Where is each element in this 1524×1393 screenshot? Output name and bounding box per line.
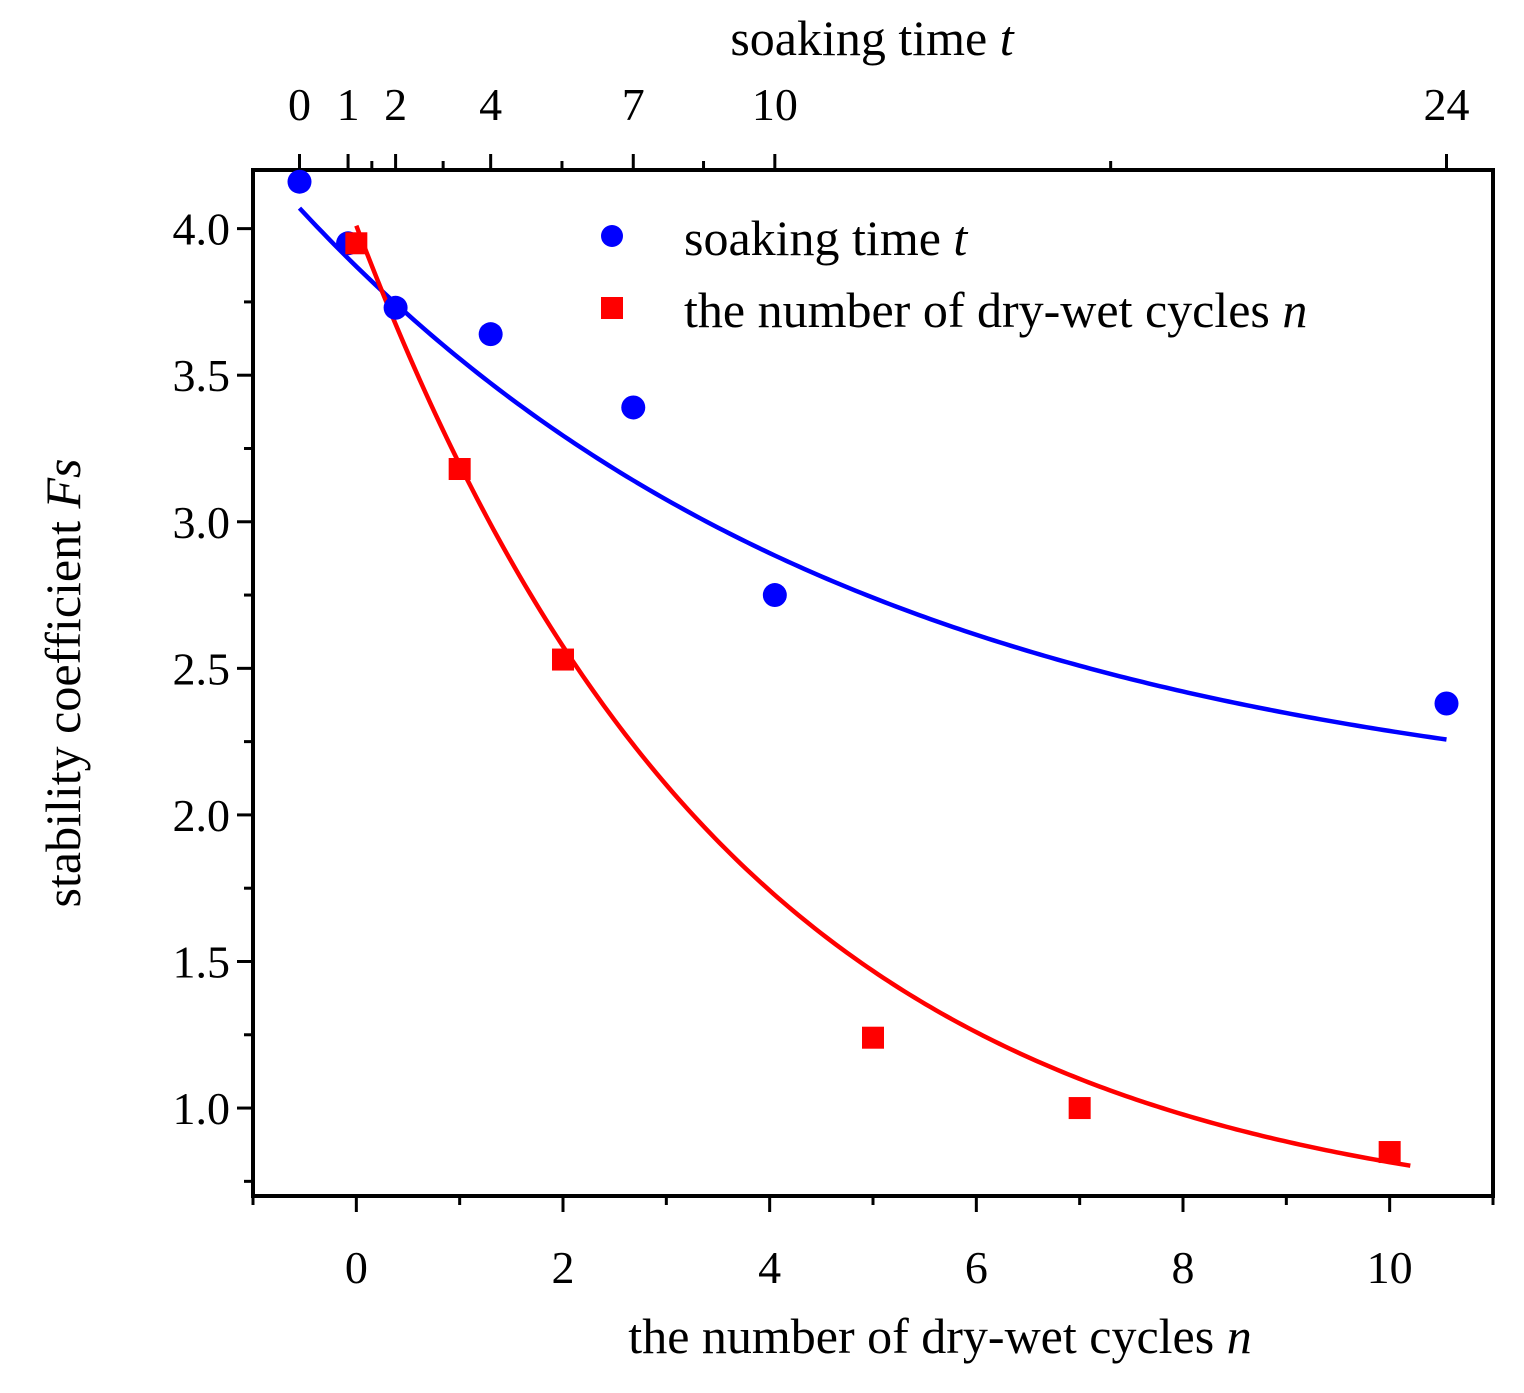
tick-marks — [237, 154, 1495, 1212]
x2-tick-label: 10 — [752, 79, 798, 130]
x2-tick-label: 4 — [479, 79, 502, 130]
x2-tick-label: 1 — [337, 79, 360, 130]
y-tick-label: 4.0 — [173, 204, 231, 255]
data-point-dry-wet-cycles — [1378, 1141, 1401, 1164]
fit-curves — [297, 206, 1447, 1168]
y-tick-label: 1.0 — [173, 1083, 231, 1134]
legend-label-dry-wet-cycles: the number of dry-wet cycles n — [684, 282, 1307, 338]
x2-tick-label: 2 — [384, 79, 407, 130]
x-tick-label: 2 — [552, 1242, 575, 1293]
data-point-dry-wet-cycles — [862, 1026, 884, 1049]
y-tick-label: 3.0 — [173, 497, 231, 548]
x2-axis-title: soaking time t — [730, 10, 1014, 66]
data-points — [287, 169, 1459, 1164]
legend-marker-soaking-time — [601, 225, 623, 247]
data-point-dry-wet-cycles — [345, 232, 368, 255]
x-axis-title: the number of dry-wet cycles n — [628, 1308, 1251, 1364]
x2-tick-label: 24 — [1424, 79, 1470, 130]
fit-curve-dry-wet-cycles — [354, 224, 1411, 1168]
x-tick-label: 8 — [1172, 1242, 1195, 1293]
legend: soaking time t the number of dry-wet cyc… — [601, 210, 1307, 338]
x-tick-label: 6 — [965, 1242, 988, 1293]
x-tick-label: 10 — [1367, 1242, 1413, 1293]
y-axis-title: stability coefficient Fs — [35, 459, 91, 908]
y-tick-label: 1.5 — [173, 936, 231, 987]
tick-labels: 0 2 4 6 8 101.01.52.02.53.03.54.00 1 2 4 7 10 24 — [173, 79, 1470, 1293]
legend-marker-dry-wet-cycles — [601, 297, 623, 319]
data-point-soaking-time — [621, 395, 646, 420]
x-tick-label: 4 — [758, 1242, 781, 1293]
data-point-soaking-time — [478, 322, 503, 347]
x2-tick-label: 7 — [622, 79, 645, 130]
data-point-dry-wet-cycles — [552, 648, 574, 671]
data-point-dry-wet-cycles — [1068, 1097, 1091, 1120]
x-tick-label: 0 — [345, 1242, 368, 1293]
data-point-dry-wet-cycles — [448, 458, 471, 481]
data-point-soaking-time — [1434, 691, 1459, 716]
y-tick-label: 2.0 — [173, 790, 231, 841]
data-point-soaking-time — [383, 295, 408, 320]
legend-label-soaking-time: soaking time t — [684, 210, 968, 266]
data-point-soaking-time — [762, 583, 787, 608]
y-tick-label: 3.5 — [173, 350, 231, 401]
data-point-soaking-time — [287, 169, 312, 194]
x2-tick-label: 0 — [288, 79, 311, 130]
y-tick-label: 2.5 — [173, 643, 231, 694]
fit-curve-soaking-time — [297, 206, 1447, 742]
